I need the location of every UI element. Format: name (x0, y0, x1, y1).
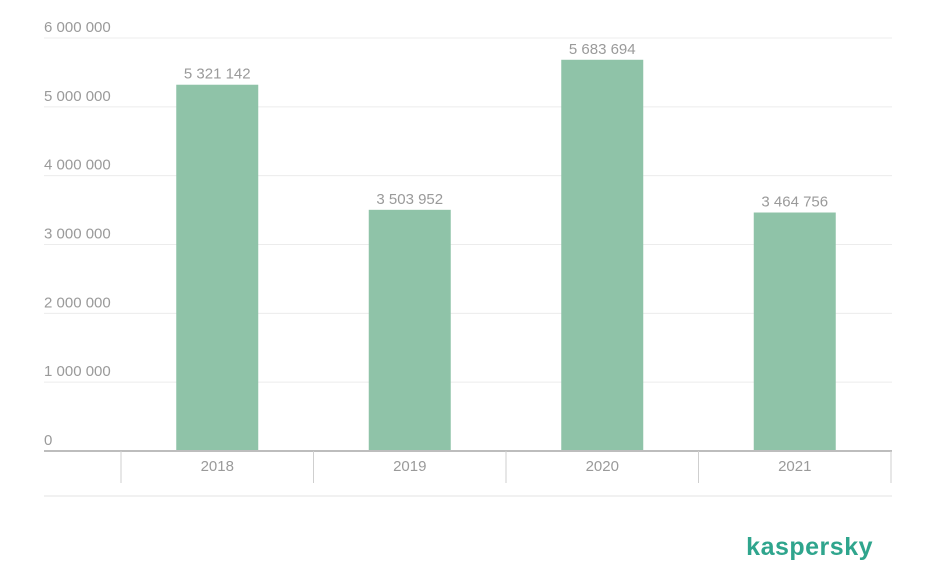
value-label: 3 464 756 (761, 194, 828, 211)
y-tick-label: 2 000 000 (44, 294, 111, 311)
y-tick-label: 1 000 000 (44, 363, 111, 380)
logo: kaspersky (746, 533, 873, 561)
bar (561, 59, 644, 451)
bar (368, 209, 451, 451)
y-tick-label: 6 000 000 (44, 19, 111, 36)
bar (176, 84, 259, 451)
x-tick-label: 2019 (393, 458, 426, 475)
x-tick-label: 2021 (778, 458, 811, 475)
bar (753, 212, 836, 451)
y-tick-label: 0 (44, 432, 52, 449)
x-tick-label: 2020 (586, 458, 619, 475)
y-tick-label: 3 000 000 (44, 226, 111, 243)
y-tick-label: 5 000 000 (44, 88, 111, 105)
value-label: 5 321 142 (184, 66, 251, 83)
y-tick-label: 4 000 000 (44, 157, 111, 174)
x-tick-label: 2018 (201, 458, 234, 475)
value-label: 5 683 694 (569, 41, 636, 58)
value-label: 3 503 952 (376, 191, 443, 208)
